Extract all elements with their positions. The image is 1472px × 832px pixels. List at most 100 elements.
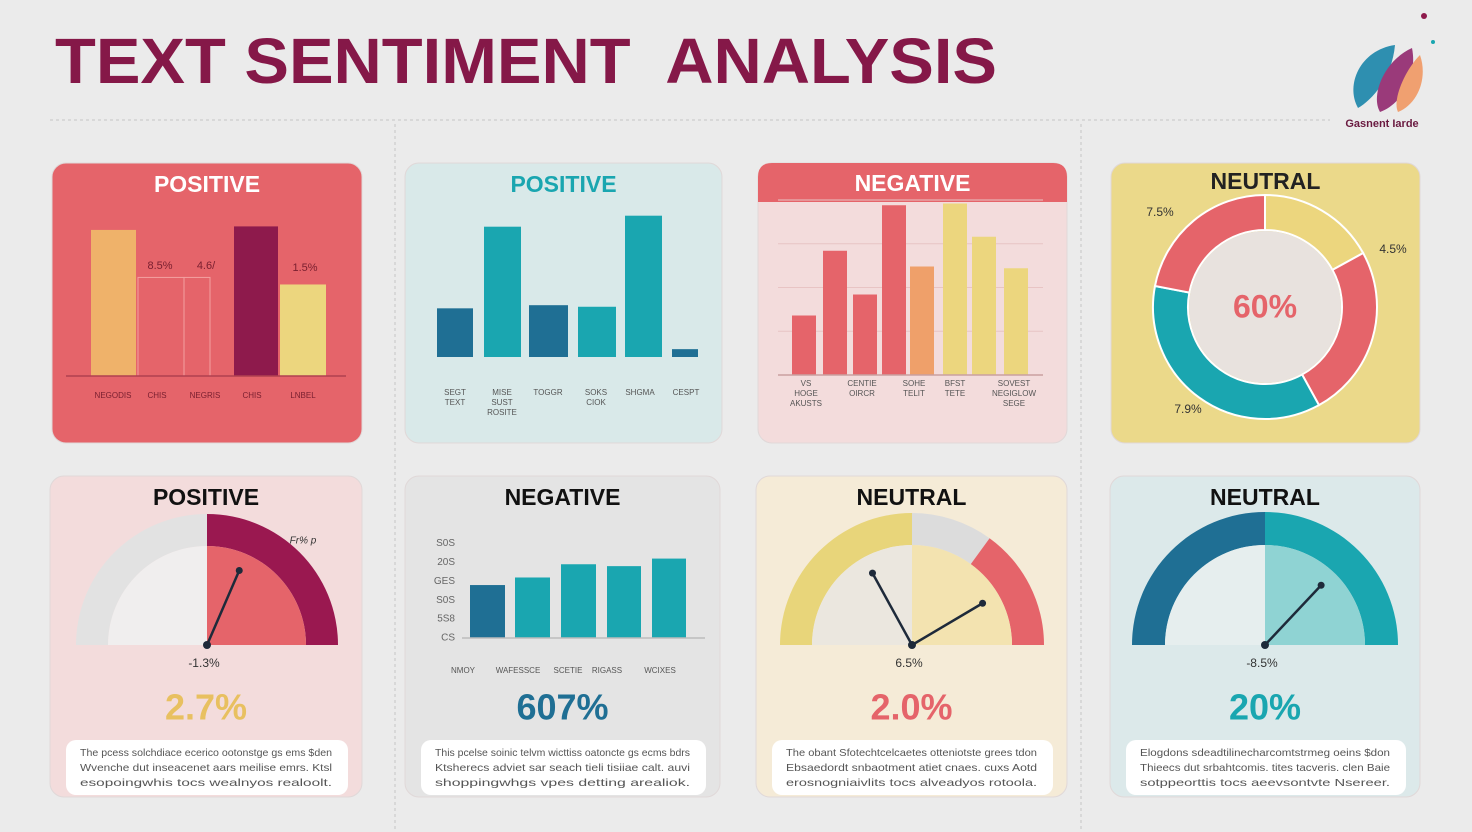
needle-hub	[908, 641, 916, 649]
paragraph-line: This pcelse soinic telvm wicttiss oatonc…	[435, 747, 690, 759]
gauge-segment	[970, 538, 1044, 645]
bar	[137, 276, 185, 377]
annotation: 4.6/	[197, 260, 216, 272]
label-line: WCIXES	[644, 666, 676, 675]
label-line: RIGASS	[592, 666, 622, 675]
label-line: MISE	[492, 388, 512, 397]
needle-tip	[868, 569, 876, 577]
panel-title: POSITIVE	[153, 484, 259, 510]
annotation: 7.9%	[1174, 402, 1202, 416]
big-value: 607%	[516, 687, 608, 728]
category-label: SCETIE	[554, 666, 583, 675]
label-line: HOGE	[794, 389, 818, 398]
bar	[437, 308, 473, 357]
category-label: SEGT TEXT	[444, 388, 466, 407]
label-line: ROSITE	[487, 408, 517, 417]
label-line: NEGIGLOW	[992, 389, 1036, 398]
bar	[625, 215, 662, 357]
annotation: 8.5%	[147, 260, 172, 272]
panel-title: NEGATIVE	[505, 484, 621, 510]
label-line: SEGE	[1003, 399, 1025, 408]
label-line: VS	[801, 379, 812, 388]
big-value: 2.7%	[165, 687, 247, 728]
logo-leaf	[1376, 48, 1414, 112]
bar	[529, 305, 568, 357]
bar	[470, 585, 505, 638]
bar	[484, 226, 521, 357]
category-label: NEGRIS	[190, 391, 221, 400]
big-value: 2.0%	[870, 687, 952, 728]
bar	[792, 315, 816, 375]
gauge-inner	[108, 546, 207, 645]
bar	[91, 229, 136, 376]
paragraph-line: Wvenche dut inseacenet aars meilise emrs…	[80, 762, 332, 774]
paragraph-line: Ktsherecs adviet sar seach tieli tisiiae…	[435, 762, 690, 774]
gauge-segment	[1265, 512, 1398, 645]
paragraph-line: shoppingwhgs vpes detting arealiok.	[435, 777, 690, 789]
label-line: CIOK	[586, 398, 606, 407]
logo: Gasnent Iarde	[1345, 13, 1435, 130]
category-label: TOGGR	[533, 388, 562, 397]
needle-tip	[235, 566, 243, 574]
label-line: NMOY	[451, 666, 476, 675]
annotation: 7.5%	[1146, 205, 1174, 219]
y-tick-label: 20S	[437, 557, 455, 568]
label-line: NEGODIS	[95, 391, 132, 400]
needle-tip	[979, 599, 987, 607]
needle	[910, 602, 984, 647]
gauge-inner	[1165, 545, 1265, 645]
gauge-inner	[207, 546, 306, 645]
bar	[943, 203, 967, 375]
gauge-segment	[207, 514, 338, 645]
gauge-label: 6.5%	[895, 656, 923, 670]
page-title: TEXT SENTIMENT ANALYSIS	[55, 25, 997, 97]
y-tick-label: CS	[441, 633, 455, 644]
label-line: AKUSTS	[790, 399, 822, 408]
label-line: CENTIE	[847, 379, 876, 388]
text-box	[66, 740, 348, 795]
category-label: SHGMA	[625, 388, 655, 397]
needle-hub	[1261, 641, 1269, 649]
panel-title: NEUTRAL	[857, 484, 967, 510]
paragraph-line: Thieecs dut srbahtcomis. tites tacveris.…	[1140, 762, 1390, 774]
text-box	[421, 740, 706, 795]
paragraph-line: esopoingwhis tocs wealnyos realoolt.	[80, 777, 332, 789]
label-line: CESPT	[673, 388, 700, 397]
bar	[234, 226, 278, 376]
category-label: WCIXES	[644, 666, 676, 675]
annotation: 4.5%	[1379, 242, 1407, 256]
bar	[515, 577, 550, 638]
label-line: SOKS	[585, 388, 607, 397]
label-line: TETE	[945, 389, 965, 398]
category-label: NMOY	[451, 666, 476, 675]
y-tick-label: 5S8	[437, 614, 455, 625]
bar	[882, 205, 906, 375]
category-label: LNBEL	[290, 391, 316, 400]
label-line: TELIT	[903, 389, 925, 398]
panel-title: NEUTRAL	[1210, 484, 1320, 510]
gauge-segment	[76, 514, 207, 645]
annotation: 1.5%	[292, 262, 317, 274]
label-line: CHIS	[242, 391, 261, 400]
paragraph-line: Ebsaedordt snbaotment atiet cnaes. cuxs …	[786, 762, 1037, 774]
label-line: SHGMA	[625, 388, 655, 397]
center-label: 60%	[1233, 288, 1297, 324]
label-line: TEXT	[445, 398, 466, 407]
bar	[280, 284, 326, 376]
gauge-inner	[812, 545, 912, 645]
bar	[972, 236, 996, 375]
label-line: SOHE	[903, 379, 926, 388]
label-line: BFST	[945, 379, 966, 388]
y-tick-label: GES	[434, 576, 455, 587]
text-box	[772, 740, 1053, 795]
logo-text: Gasnent Iarde	[1345, 118, 1418, 130]
needle-tip	[1317, 581, 1325, 589]
y-tick-label: S0S	[436, 595, 455, 606]
category-label: NEGODIS	[95, 391, 132, 400]
logo-leaf	[1353, 45, 1395, 108]
label-line: SOVEST	[998, 379, 1031, 388]
paragraph-line: sotppeorttis tocs aeevsontvte Nsereer.	[1140, 777, 1390, 789]
category-label: SOVEST NEGIGLOW SEGE	[992, 379, 1036, 408]
category-label: RIGASS	[592, 666, 622, 675]
panel-title: NEGATIVE	[855, 170, 971, 196]
